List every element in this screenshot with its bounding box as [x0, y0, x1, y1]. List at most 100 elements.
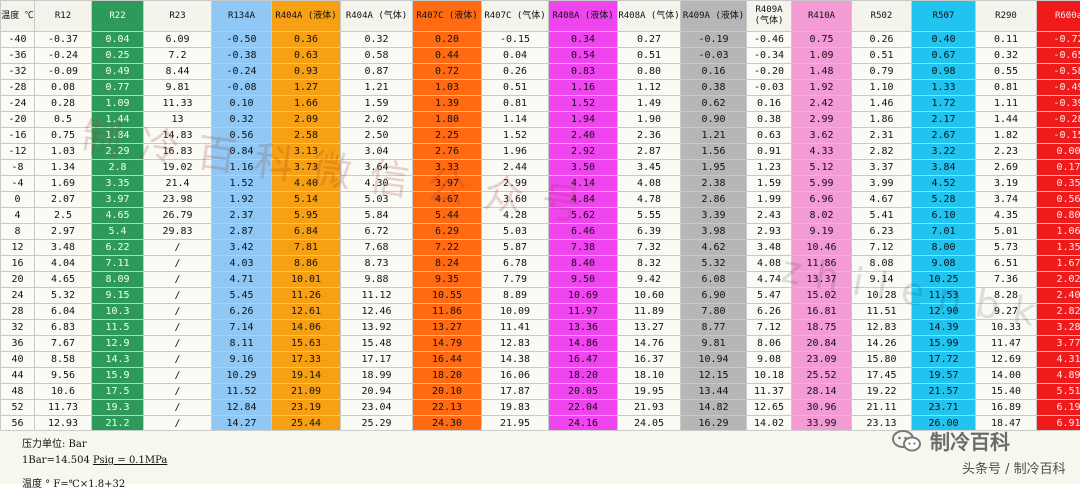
pressure-cell: 2.99 [482, 176, 549, 192]
pressure-cell: 9.81 [681, 336, 747, 352]
pressure-cell: 3.84 [912, 160, 976, 176]
pressure-cell: 5.51 [1037, 384, 1080, 400]
pressure-cell: 0.72 [413, 64, 482, 80]
pressure-cell: 21.4 [144, 176, 212, 192]
temperature-cell: 8 [1, 224, 35, 240]
pressure-cell: 11.26 [272, 288, 341, 304]
pressure-cell: 4.28 [482, 208, 549, 224]
pressure-cell: 1.84 [92, 128, 144, 144]
pressure-cell: 8.00 [912, 240, 976, 256]
pressure-cell: 0.40 [912, 32, 976, 48]
pressure-cell: 4.74 [747, 272, 792, 288]
pressure-cell: 16.81 [792, 304, 852, 320]
pressure-cell: 6.04 [35, 304, 92, 320]
pressure-cell: 11.37 [747, 384, 792, 400]
pressure-cell: 2.42 [792, 96, 852, 112]
temperature-cell: 40 [1, 352, 35, 368]
pressure-cell: 30.96 [792, 400, 852, 416]
pressure-cell: 0.32 [212, 112, 272, 128]
pressure-cell: 26.79 [144, 208, 212, 224]
pressure-cell: 7.80 [681, 304, 747, 320]
pressure-cell: 20.84 [792, 336, 852, 352]
brand-badge: 制冷百科 [892, 426, 1010, 455]
pressure-cell: 3.60 [482, 192, 549, 208]
pressure-cell: 7.2 [144, 48, 212, 64]
pressure-cell: 0.16 [747, 96, 792, 112]
pressure-cell: 6.22 [92, 240, 144, 256]
pressure-cell: 0.38 [747, 112, 792, 128]
pressure-cell: 1.27 [272, 80, 341, 96]
pressure-cell: 17.17 [341, 352, 413, 368]
pressure-cell: 11.41 [482, 320, 549, 336]
pressure-cell: 2.5 [35, 208, 92, 224]
pressure-cell: 2.99 [792, 112, 852, 128]
pressure-cell: 5.03 [341, 192, 413, 208]
pressure-cell: 2.69 [976, 160, 1037, 176]
pressure-cell: 0.79 [852, 64, 912, 80]
pressure-cell: 19.02 [144, 160, 212, 176]
wechat-logo-icon [892, 430, 922, 452]
pressure-cell: 22.04 [549, 400, 618, 416]
pressure-cell: 9.08 [912, 256, 976, 272]
pressure-cell: -0.09 [35, 64, 92, 80]
pressure-cell: 0.08 [35, 80, 92, 96]
pressure-cell: 5.12 [792, 160, 852, 176]
temperature-cell: 28 [1, 304, 35, 320]
pressure-cell: -0.46 [747, 32, 792, 48]
pressure-cell: 1.82 [976, 128, 1037, 144]
pressure-cell: 19.95 [618, 384, 681, 400]
pressure-cell: 0.25 [92, 48, 144, 64]
pressure-cell: 4.08 [618, 176, 681, 192]
pressure-cell: 12.83 [852, 320, 912, 336]
pressure-cell: 1.44 [976, 112, 1037, 128]
pressure-cell: 6.46 [549, 224, 618, 240]
pressure-cell: 6.96 [792, 192, 852, 208]
pressure-cell: 1.56 [681, 144, 747, 160]
pressure-cell: 0.27 [618, 32, 681, 48]
pressure-cell: 14.06 [272, 320, 341, 336]
pressure-cell: 19.22 [852, 384, 912, 400]
header-col-11: R409A (气体) [747, 1, 792, 32]
pressure-cell: 23.04 [341, 400, 413, 416]
pressure-cell: -0.39 [1037, 96, 1080, 112]
pressure-cell: 0.87 [341, 64, 413, 80]
pressure-cell: 0.75 [792, 32, 852, 48]
pressure-cell: 1.94 [549, 112, 618, 128]
pressure-cell: 23.98 [144, 192, 212, 208]
pressure-cell: -0.24 [212, 64, 272, 80]
pressure-cell: 3.19 [976, 176, 1037, 192]
pressure-cell: 0.49 [92, 64, 144, 80]
pressure-cell: 7.11 [92, 256, 144, 272]
pressure-cell: -0.50 [212, 32, 272, 48]
pressure-cell: 12.69 [976, 352, 1037, 368]
header-col-6: R407C (液体) [413, 1, 482, 32]
pressure-cell: 5.4 [92, 224, 144, 240]
temperature-cell: -40 [1, 32, 35, 48]
pressure-cell: 19.57 [912, 368, 976, 384]
pressure-cell: 0.51 [482, 80, 549, 96]
pressure-cell: 1.52 [212, 176, 272, 192]
pressure-cell: 10.18 [747, 368, 792, 384]
pressure-cell: 11.86 [413, 304, 482, 320]
pressure-cell: 6.26 [747, 304, 792, 320]
pressure-cell: 19.3 [92, 400, 144, 416]
pressure-cell: 18.20 [549, 368, 618, 384]
pressure-cell: 12.84 [212, 400, 272, 416]
pressure-cell: 1.09 [92, 96, 144, 112]
pressure-cell: 16.44 [413, 352, 482, 368]
pressure-cell: 2.43 [747, 208, 792, 224]
pressure-cell: 7.12 [852, 240, 912, 256]
pressure-cell: 8.11 [212, 336, 272, 352]
pressure-cell: 21.11 [852, 400, 912, 416]
pressure-cell: 8.40 [549, 256, 618, 272]
pressure-cell: 8.86 [272, 256, 341, 272]
pressure-cell: 0.5 [35, 112, 92, 128]
conversion-link[interactable]: Psig = 0.1MPa [93, 455, 167, 466]
pressure-cell: 0.63 [272, 48, 341, 64]
pressure-cell: 1.16 [212, 160, 272, 176]
